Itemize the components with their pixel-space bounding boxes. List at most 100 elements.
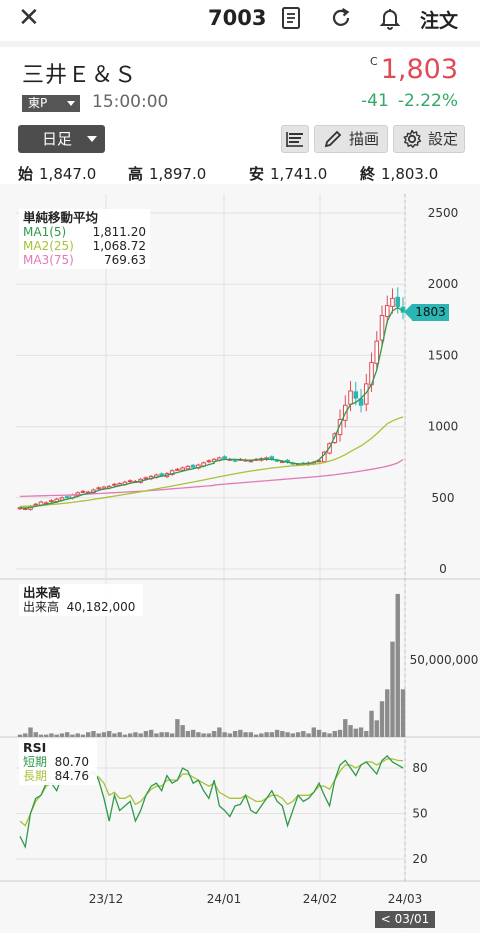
price-axis-label: 1500 [428,348,459,362]
candle-body [337,418,343,436]
volume-bar [138,733,143,737]
candle-body [232,459,238,462]
candle-body [80,490,86,493]
pencil-icon [324,130,342,148]
volume-bar [44,734,49,737]
volume-bar [49,733,54,737]
volume-bar [127,733,133,737]
price-change-percent: -2.22% [397,91,458,111]
candle-body [374,340,380,364]
ma2-line [19,416,404,507]
price-axis-label: 2500 [428,206,459,220]
x-axis-label: 24/02 [303,892,338,906]
volume-bar [374,720,379,737]
ma1-line [19,306,404,509]
date-badge[interactable]: < 03/01 > [375,911,435,943]
volume-bar [117,732,122,737]
volume-bar [164,732,170,737]
volume-axis-label: 50,000,000 [410,653,479,667]
stock-chart[interactable]: 23/12 24/01 24/02 24/03 2500 2000 1500 1000 500 0… [0,184,480,933]
dropdown-icon [67,101,75,106]
volume-bar [206,733,212,737]
volume-bar [280,731,285,737]
close-value: 終 1,803.0 [360,165,439,183]
volume-bar [91,731,96,737]
volume-bar [159,732,164,737]
volume-bar [23,733,28,737]
price-axis-label: 1000 [428,420,459,434]
volume-bar [348,725,353,737]
bars-icon [286,132,303,147]
volume-bar [185,731,191,737]
rsi-legend: RSI 短期 80.70 長期 84.76 [19,739,97,785]
volume-bar [106,731,112,737]
volume-bar [80,734,86,737]
volume-bar [379,701,385,737]
candle-body [175,468,180,471]
open-value: 始 1,847.0 [18,165,97,183]
volume-bar [75,733,80,737]
x-axis-label: 24/01 [207,892,242,906]
candle-body [222,456,227,460]
volume-bar [17,734,23,737]
close-icon[interactable]: ✕ [18,3,40,33]
volume-bar [332,731,337,737]
volume-bar [301,731,306,737]
rsi-long-row: 長期 84.76 [23,769,90,783]
rsi-axis-label: 80 [412,761,427,775]
volume-bar [169,733,175,737]
volume-row: 出来高 40,182,000 [23,600,136,614]
price-change: -41 [361,91,389,111]
divider [0,41,480,47]
volume-bar [322,732,327,737]
period-label: 日足 [42,130,73,148]
volume-bar [285,732,290,737]
volume-bar [400,689,406,737]
document-icon[interactable] [278,5,304,31]
price-axis-label: 500 [432,491,455,505]
price-axis-label: 2000 [428,277,459,291]
volume-bar [54,734,59,737]
volume-bar [269,732,275,737]
market-selector[interactable]: 東P [22,95,80,112]
volume-bar [86,732,91,737]
ma1-row: MA1(5) 1,811.20 [23,225,146,239]
volume-bar [180,725,185,737]
candle-body [127,480,133,483]
bell-icon[interactable] [377,5,403,31]
candle-body [43,502,49,505]
volume-legend-title: 出来高 [23,585,61,600]
volume-bar [190,729,196,737]
volume-bar [28,727,33,737]
draw-button[interactable]: 描画 [314,125,388,153]
volume-bar [33,732,38,737]
candle-body [379,315,385,341]
stock-code: 7003 [208,6,267,30]
volume-bar [290,733,296,737]
volume-bar [306,733,311,737]
candle-body [169,470,175,475]
volume-bar [259,733,264,737]
period-selector[interactable]: 日足 [18,125,105,153]
indicator-button[interactable] [281,125,309,153]
settings-button[interactable]: 設定 [393,125,465,153]
volume-bar [175,719,180,737]
volume-bar [232,731,238,737]
candle-body [143,477,149,480]
volume-bar [353,728,358,737]
ma-legend: 単純移動平均 MA1(5) 1,811.20 MA2(25) 1,068.72 MA… [19,209,150,269]
candle-body [185,465,191,470]
volume-bar [390,641,395,737]
volume-bar [122,734,128,737]
candle-body [96,487,101,490]
top-bar: ✕ 7003 注文 [0,0,480,38]
volume-bar [295,732,301,737]
volume-bar [274,729,280,737]
refresh-icon[interactable] [328,5,354,31]
volume-bar [101,732,107,737]
candle-body [358,398,364,406]
volume-bar [327,733,332,737]
volume-bar [253,734,259,737]
order-button[interactable]: 注文 [420,10,459,32]
volume-bar [211,732,217,737]
